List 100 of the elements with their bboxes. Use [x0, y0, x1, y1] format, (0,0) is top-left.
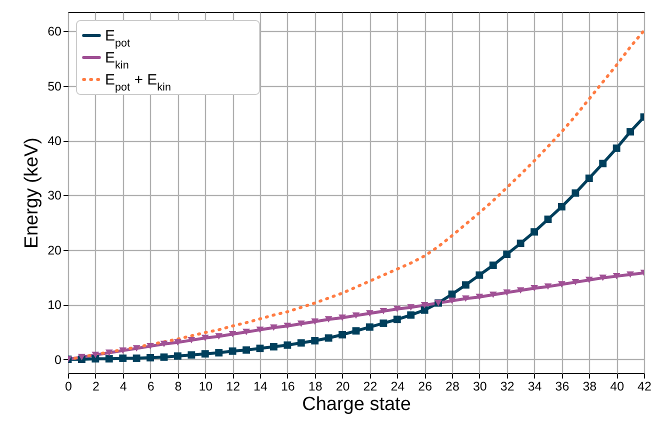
x-axis-title: Charge state [302, 394, 411, 415]
y-tick-label: 10 [48, 298, 62, 312]
point [462, 281, 470, 289]
point [105, 355, 113, 362]
x-tick-label: 14 [254, 380, 268, 394]
y-axis-title: Energy (keV) [22, 138, 43, 248]
point [572, 278, 580, 286]
y-tick-label: 60 [48, 24, 62, 39]
point [174, 352, 182, 360]
point [612, 272, 620, 280]
point [174, 339, 182, 346]
x-tick-label: 0 [65, 380, 72, 394]
point [530, 228, 538, 236]
point [160, 340, 168, 348]
x-tick-label: 34 [528, 380, 542, 394]
x-tick-label: 26 [418, 380, 432, 394]
point [558, 281, 566, 288]
x-tick-label: 32 [500, 380, 514, 394]
point [270, 343, 278, 350]
point [407, 311, 415, 319]
point [242, 328, 250, 336]
point [284, 341, 292, 349]
x-tick-label: 40 [610, 380, 624, 394]
point [132, 345, 140, 352]
point [338, 314, 346, 321]
x-tick-label: 30 [472, 380, 487, 394]
y-tick-label: 0 [54, 352, 62, 367]
point [188, 351, 196, 359]
point [256, 344, 264, 352]
point [448, 298, 456, 304]
y-tick-label: 40 [48, 134, 62, 148]
point [338, 331, 346, 338]
x-tick-label: 12 [226, 380, 240, 394]
point [160, 353, 168, 361]
point [544, 283, 552, 290]
point [489, 292, 497, 298]
x-tick-label: 16 [280, 380, 295, 394]
point [352, 327, 360, 335]
point [132, 354, 140, 362]
legend-label: E$_{pot}$ + E$_{kin}$ [105, 72, 171, 94]
x-tick-label: 20 [336, 380, 350, 394]
point [476, 271, 484, 279]
y-tick-label: 20 [48, 243, 62, 258]
point [270, 324, 278, 331]
point [393, 306, 401, 312]
point [420, 306, 428, 314]
point [393, 316, 401, 324]
legend-label: E$_{pot}$ [105, 28, 130, 50]
point [352, 312, 360, 319]
point [366, 310, 374, 317]
x-tick-label: 2 [92, 380, 100, 394]
point [146, 342, 154, 350]
x-tick-label: 8 [174, 380, 182, 394]
point [380, 308, 388, 314]
point [516, 240, 524, 248]
point [215, 333, 223, 340]
x-tick-label: 38 [582, 380, 597, 394]
point [324, 334, 332, 342]
point [503, 289, 511, 296]
point [572, 189, 580, 197]
point [92, 352, 100, 358]
point [366, 323, 374, 331]
point [324, 316, 332, 323]
x-tick-label: 18 [308, 380, 322, 394]
point [407, 304, 415, 311]
y-tick-label: 50 [48, 79, 62, 94]
point [201, 334, 209, 342]
x-tick-label: 4 [120, 380, 127, 394]
point [544, 216, 552, 224]
point [297, 339, 305, 347]
legend-label: E$_{kin}$ [105, 50, 129, 72]
point [558, 203, 566, 210]
point [105, 350, 113, 356]
point [297, 320, 305, 327]
point [201, 350, 209, 358]
point [119, 347, 127, 354]
x-tick-label: 42 [638, 380, 652, 394]
point [215, 349, 223, 356]
point [119, 354, 127, 362]
point [489, 262, 497, 269]
x-tick-label: 28 [446, 380, 460, 394]
point [146, 354, 154, 362]
point [284, 322, 292, 330]
point [599, 274, 607, 282]
point [612, 144, 620, 152]
x-tick-label: 36 [555, 380, 570, 394]
y-tick-label: 30 [48, 188, 62, 203]
point [420, 302, 428, 308]
point [530, 285, 538, 292]
point [188, 336, 196, 344]
point [516, 287, 524, 294]
point [311, 337, 319, 344]
point [503, 250, 511, 258]
point [476, 294, 484, 300]
point [228, 330, 236, 338]
point [599, 160, 607, 168]
point [311, 318, 319, 325]
point [462, 295, 470, 302]
point [242, 346, 250, 354]
point [585, 174, 593, 182]
